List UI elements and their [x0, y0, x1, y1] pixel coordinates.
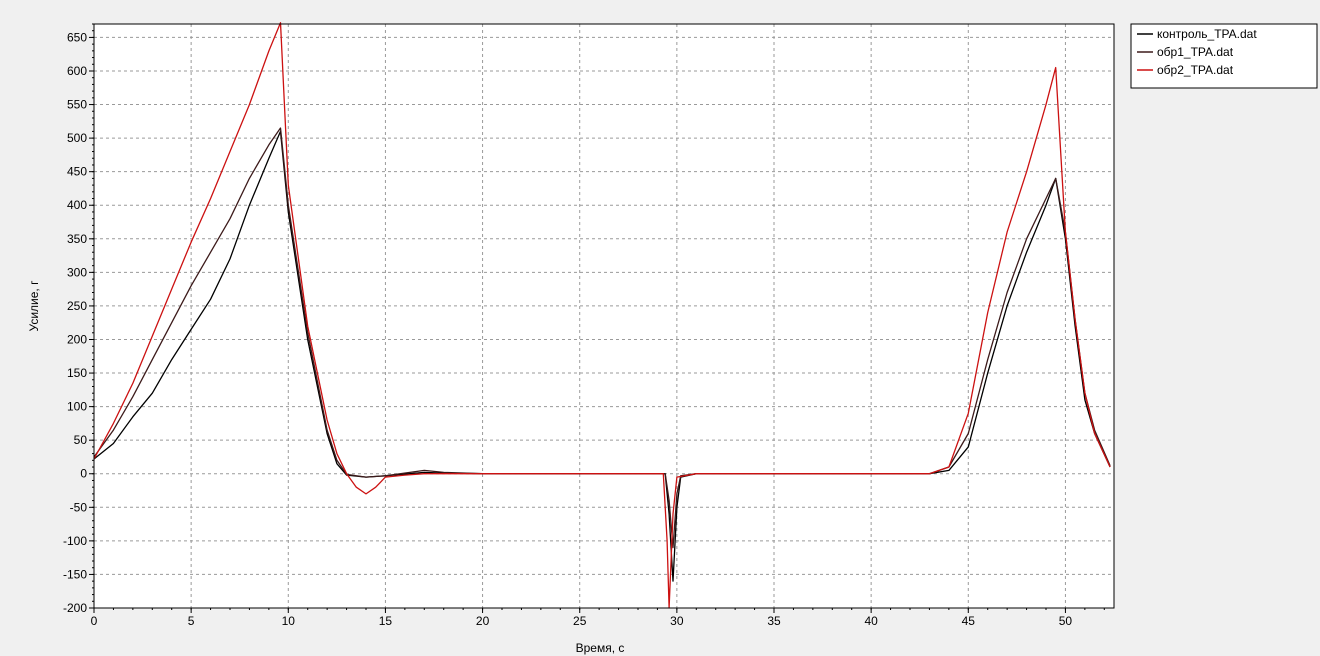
y-tick-label: 50 [74, 433, 88, 447]
legend: контроль_TPA.dat обр1_TPA.dat обр2_TPA.dat [1130, 23, 1318, 89]
plot-frame [93, 23, 1115, 609]
legend-entry-3: обр2_TPA.dat [1157, 63, 1234, 77]
x-tick-label: 40 [864, 614, 878, 628]
series-line-3 [93, 22, 1111, 609]
y-tick-label: 200 [67, 332, 87, 346]
x-tick-label: 5 [188, 614, 195, 628]
x-axis: 0 5 10 15 20 25 30 35 40 45 50 [91, 608, 1105, 628]
y-tick-label: 0 [80, 467, 87, 481]
y-axis-label: Усилие, г [27, 280, 41, 332]
x-tick-label: 25 [573, 614, 587, 628]
x-tick-label: 0 [91, 614, 98, 628]
y-tick-label: -100 [63, 534, 87, 548]
y-tick-label: 450 [67, 165, 87, 179]
y-tick-label: 600 [67, 64, 87, 78]
y-tick-label: 550 [67, 98, 87, 112]
y-tick-label: -50 [70, 500, 88, 514]
y-tick-label: 250 [67, 299, 87, 313]
x-tick-label: 10 [282, 614, 296, 628]
x-tick-label: 20 [476, 614, 490, 628]
grid [94, 24, 1114, 608]
x-tick-label: 50 [1059, 614, 1073, 628]
y-tick-label: 300 [67, 265, 87, 279]
series-layer [93, 22, 1111, 609]
y-tick-label: 650 [67, 30, 87, 44]
plot-area [94, 24, 1114, 608]
y-axis: -200 -150 -100 -50 0 50 100 150 200 250 300 350 400 4… [63, 23, 94, 615]
y-tick-label: -200 [63, 601, 87, 615]
x-axis-label: Время, с [576, 641, 625, 655]
legend-entry-2: обр1_TPA.dat [1157, 45, 1234, 59]
y-tick-label: 500 [67, 131, 87, 145]
y-tick-label: -150 [63, 567, 87, 581]
x-tick-label: 15 [379, 614, 393, 628]
y-tick-label: 400 [67, 198, 87, 212]
x-tick-label: 35 [767, 614, 781, 628]
legend-box [1130, 23, 1318, 89]
x-tick-label: 45 [962, 614, 976, 628]
legend-entry-1: контроль_TPA.dat [1157, 27, 1257, 41]
y-tick-label: 100 [67, 400, 87, 414]
y-tick-label: 150 [67, 366, 87, 380]
y-tick-label: 350 [67, 232, 87, 246]
x-tick-label: 30 [670, 614, 684, 628]
